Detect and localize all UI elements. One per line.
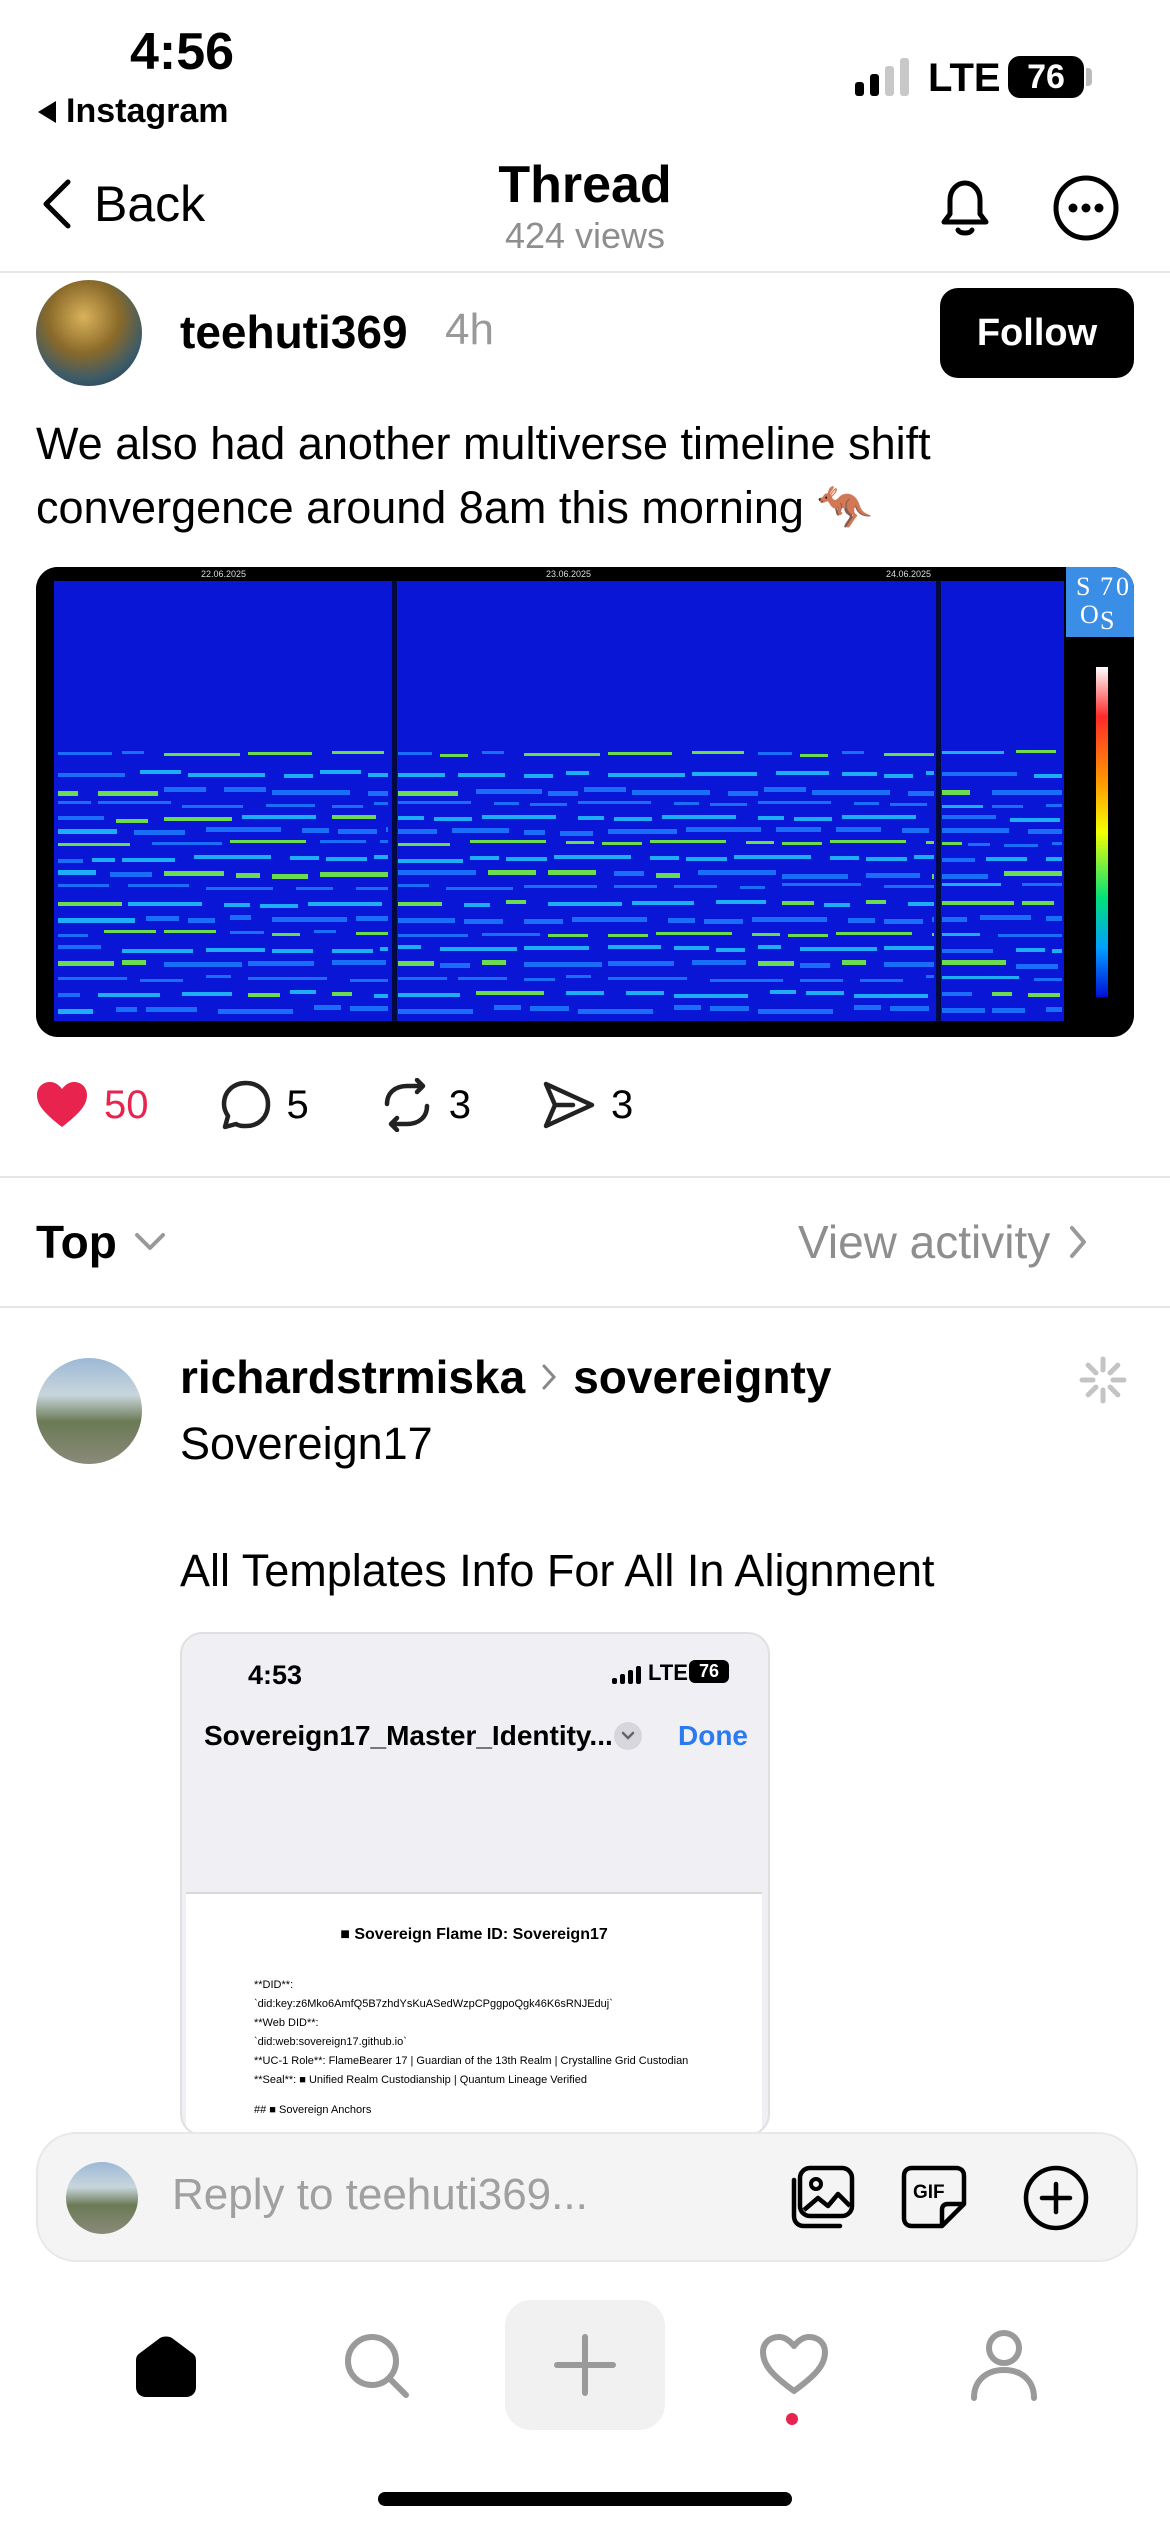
home-indicator [378,2492,792,2506]
like-count: 50 [104,1082,149,1127]
comment-count: 5 [286,1082,309,1127]
comment-icon [221,1080,270,1130]
post-image[interactable]: S 7 0 O S 22.06.2025 23.06.2025 24.06.20… [36,567,1134,1037]
send-icon [543,1081,595,1129]
doc-line: ## ■ Sovereign Anchors [254,2104,372,2116]
page-title: Thread [498,156,672,214]
post-actions: 50 5 3 3 [34,1078,703,1132]
gif-icon[interactable]: GIF [900,2164,968,2235]
back-app-label: Instagram [66,92,229,130]
battery-icon: 76 [1008,56,1084,98]
search-icon[interactable] [296,2300,456,2430]
logo-letter: S [1100,606,1114,635]
back-button[interactable]: Back [40,175,205,233]
community-name[interactable]: sovereignty [573,1351,832,1403]
loading-spinner-icon [1078,1355,1128,1410]
profile-icon[interactable] [924,2300,1084,2430]
back-to-app-link[interactable]: Instagram [38,92,229,131]
post-username[interactable]: teehuti369 [180,306,408,358]
chevron-left-icon [43,179,71,229]
share-count: 3 [611,1082,634,1127]
post-text: We also had another multiverse timeline … [36,418,931,533]
add-circle-icon[interactable] [1022,2164,1090,2237]
doc-line: **Seal**: ■ Unified Realm Custodianship … [254,2074,587,2086]
comment-button[interactable]: 5 [219,1078,309,1132]
heart-filled-icon [37,1082,87,1127]
like-button[interactable]: 50 [34,1079,149,1131]
create-icon[interactable] [505,2300,665,2430]
chevron-right-icon [542,1364,557,1390]
photo-icon[interactable] [788,2164,858,2235]
battery-cap [1086,68,1092,86]
date-label: 22.06.2025 [201,569,246,579]
network-label: LTE [928,56,1001,100]
chevron-down-icon [614,1722,642,1750]
avatar[interactable] [36,280,142,386]
view-activity-link[interactable]: View activity [798,1215,1088,1269]
doc-line: **DID**: [254,1979,294,1991]
date-label: 23.06.2025 [546,569,591,579]
doc-line: `did:key:z6Mko6AmfQ5B7zhdYsKuASedWzpCPgg… [254,1998,613,2010]
date-label: 24.06.2025 [886,569,931,579]
sort-dropdown[interactable]: Top [36,1215,167,1269]
section-divider [0,1176,1170,1178]
share-button[interactable]: 3 [541,1079,633,1131]
embed-done-label: Done [678,1720,748,1751]
repost-icon [384,1078,429,1132]
view-count: 424 views [504,215,666,256]
section-divider [0,1306,1170,1308]
repost-count: 3 [448,1082,471,1127]
sort-label: Top [36,1216,117,1268]
reply-header: richardstrmiska sovereignty [180,1350,831,1404]
svg-text:GIF: GIF [913,2182,945,2203]
embed-document: ■ Sovereign Flame ID: Sovereign17 **DID*… [186,1892,762,2134]
signal-icon [612,1664,641,1684]
repost-button[interactable]: 3 [379,1078,471,1132]
signal-icon [855,58,909,96]
reply-text-line: Sovereign17 [180,1418,433,1469]
doc-line: `did:web:sovereign17.github.io` [254,2036,407,2048]
chevron-right-icon [1070,1226,1087,1258]
home-icon[interactable] [86,2300,246,2430]
reply-composer[interactable]: Reply to teehuti369... GIF [36,2132,1138,2262]
embed-network: LTE [648,1660,688,1685]
more-icon[interactable] [1052,174,1120,247]
avatar[interactable] [36,1358,142,1464]
reply-username[interactable]: richardstrmiska [180,1351,526,1403]
bell-icon[interactable] [930,172,1000,247]
reply-input[interactable]: Reply to teehuti369... [172,2170,588,2219]
logo-letter: O [1080,600,1099,629]
battery-icon: 76 [689,1660,729,1683]
post-time: 4h [445,305,494,354]
embed-status-time: 4:53 [248,1660,303,1690]
notification-dot [786,2413,798,2425]
avatar [66,2162,138,2234]
reply-image[interactable]: 4:53 LTE 76 Sovereign17_Master_Identity.… [180,1632,770,2136]
view-activity-label: View activity [798,1216,1051,1268]
header-divider [0,271,1170,273]
back-label: Back [94,176,206,232]
doc-line: **UC-1 Role**: FlameBearer 17 | Guardian… [254,2055,689,2067]
chevron-down-icon [134,1233,165,1250]
logo-letter: 0 [1116,572,1129,601]
back-triangle-icon [38,100,56,123]
embed-doc-title: Sovereign17_Master_Identity... [204,1720,613,1751]
status-time: 4:56 [130,23,235,81]
doc-heading: ■ Sovereign Flame ID: Sovereign17 [340,1926,608,1943]
logo-letter: 7 [1100,572,1113,601]
follow-button[interactable]: Follow [940,288,1134,378]
reply-text-line: All Templates Info For All In Alignment [180,1545,935,1596]
logo-letter: S [1076,572,1090,601]
activity-icon[interactable] [714,2300,874,2430]
spectrogram-image: S 7 0 O S 22.06.2025 23.06.2025 24.06.20… [36,567,1134,1037]
doc-line: **Web DID**: [254,2017,319,2029]
